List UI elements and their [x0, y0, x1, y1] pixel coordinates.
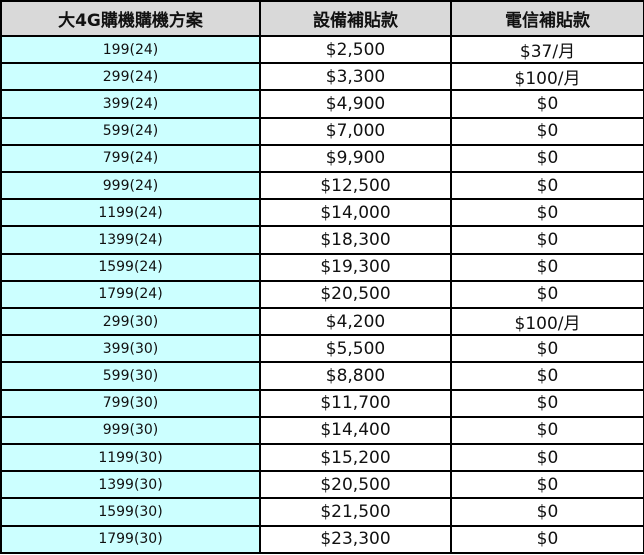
device-subsidy-cell: $12,500	[259, 171, 452, 201]
header-telecom-subsidy: 電信補貼款	[450, 0, 644, 37]
plan-cell: 1599(30)	[0, 497, 261, 527]
header-device-subsidy: 設備補貼款	[259, 0, 452, 37]
plan-cell: 299(30)	[0, 307, 261, 337]
telecom-subsidy-cell: $0	[450, 524, 644, 555]
plan-cell: 999(24)	[0, 171, 261, 201]
device-subsidy-cell: $7,000	[259, 116, 452, 146]
telecom-subsidy-cell: $0	[450, 361, 644, 391]
telecom-subsidy-cell: $0	[450, 497, 644, 527]
device-subsidy-cell: $4,900	[259, 89, 452, 119]
device-subsidy-cell: $8,800	[259, 361, 452, 391]
device-subsidy-cell: $3,300	[259, 62, 452, 92]
telecom-subsidy-cell: $0	[450, 279, 644, 310]
telecom-subsidy-cell: $0	[450, 334, 644, 364]
table-row: 599(24) $7,000 $0	[0, 116, 644, 146]
table-row: 1599(24) $19,300 $0	[0, 252, 644, 282]
device-subsidy-cell: $5,500	[259, 334, 452, 364]
plan-cell: 1199(30)	[0, 443, 261, 473]
plan-cell: 799(30)	[0, 388, 261, 418]
table-row: 1799(30) $23,300 $0	[0, 524, 644, 555]
device-subsidy-cell: $2,500	[259, 34, 452, 65]
plan-cell: 399(24)	[0, 89, 261, 119]
table-row: 399(24) $4,900 $0	[0, 89, 644, 119]
table-row: 799(30) $11,700 $0	[0, 388, 644, 418]
plan-cell: 599(30)	[0, 361, 261, 391]
table-row: 999(30) $14,400 $0	[0, 415, 644, 446]
device-subsidy-cell: $23,300	[259, 524, 452, 555]
telecom-subsidy-cell: $37/月	[450, 34, 644, 65]
header-plan: 大4G購機購機方案	[0, 0, 261, 37]
device-subsidy-cell: $20,500	[259, 470, 452, 500]
table-row: 1199(30) $15,200 $0	[0, 443, 644, 473]
telecom-subsidy-cell: $0	[450, 443, 644, 473]
plan-cell: 799(24)	[0, 143, 261, 174]
header-row: 大4G購機購機方案 設備補貼款 電信補貼款	[0, 0, 644, 37]
table-row: 1399(24) $18,300 $0	[0, 225, 644, 255]
device-subsidy-cell: $9,900	[259, 143, 452, 174]
device-subsidy-cell: $18,300	[259, 225, 452, 255]
plan-cell: 999(30)	[0, 415, 261, 446]
telecom-subsidy-cell: $0	[450, 143, 644, 174]
plan-cell: 599(24)	[0, 116, 261, 146]
telecom-subsidy-cell: $0	[450, 470, 644, 500]
device-subsidy-cell: $11,700	[259, 388, 452, 418]
plan-cell: 1799(24)	[0, 279, 261, 310]
device-subsidy-cell: $4,200	[259, 307, 452, 337]
device-subsidy-cell: $21,500	[259, 497, 452, 527]
table-row: 199(24) $2,500 $37/月	[0, 34, 644, 65]
telecom-subsidy-cell: $0	[450, 198, 644, 228]
telecom-subsidy-cell: $100/月	[450, 62, 644, 92]
table-row: 399(30) $5,500 $0	[0, 334, 644, 364]
table-row: 799(24) $9,900 $0	[0, 143, 644, 174]
telecom-subsidy-cell: $0	[450, 89, 644, 119]
device-subsidy-cell: $14,400	[259, 415, 452, 446]
device-subsidy-cell: $19,300	[259, 252, 452, 282]
table-row: 299(30) $4,200 $100/月	[0, 307, 644, 337]
table-row: 999(24) $12,500 $0	[0, 171, 644, 201]
telecom-subsidy-cell: $100/月	[450, 307, 644, 337]
plan-cell: 1799(30)	[0, 524, 261, 555]
telecom-subsidy-cell: $0	[450, 415, 644, 446]
plan-cell: 1399(24)	[0, 225, 261, 255]
table-row: 299(24) $3,300 $100/月	[0, 62, 644, 92]
telecom-subsidy-cell: $0	[450, 171, 644, 201]
device-subsidy-cell: $15,200	[259, 443, 452, 473]
table-row: 599(30) $8,800 $0	[0, 361, 644, 391]
device-subsidy-cell: $20,500	[259, 279, 452, 310]
plan-cell: 1599(24)	[0, 252, 261, 282]
plan-cell: 199(24)	[0, 34, 261, 65]
plan-cell: 399(30)	[0, 334, 261, 364]
plan-cell: 1199(24)	[0, 198, 261, 228]
table-row: 1399(30) $20,500 $0	[0, 470, 644, 500]
table-row: 1599(30) $21,500 $0	[0, 497, 644, 527]
table-body: 199(24) $2,500 $37/月 299(24) $3,300 $100/月 399…	[0, 34, 644, 555]
telecom-subsidy-cell: $0	[450, 225, 644, 255]
plan-cell: 1399(30)	[0, 470, 261, 500]
telecom-subsidy-cell: $0	[450, 116, 644, 146]
device-subsidy-cell: $14,000	[259, 198, 452, 228]
table-row: 1199(24) $14,000 $0	[0, 198, 644, 228]
telecom-subsidy-cell: $0	[450, 252, 644, 282]
table-row: 1799(24) $20,500 $0	[0, 279, 644, 310]
plan-cell: 299(24)	[0, 62, 261, 92]
telecom-subsidy-cell: $0	[450, 388, 644, 418]
